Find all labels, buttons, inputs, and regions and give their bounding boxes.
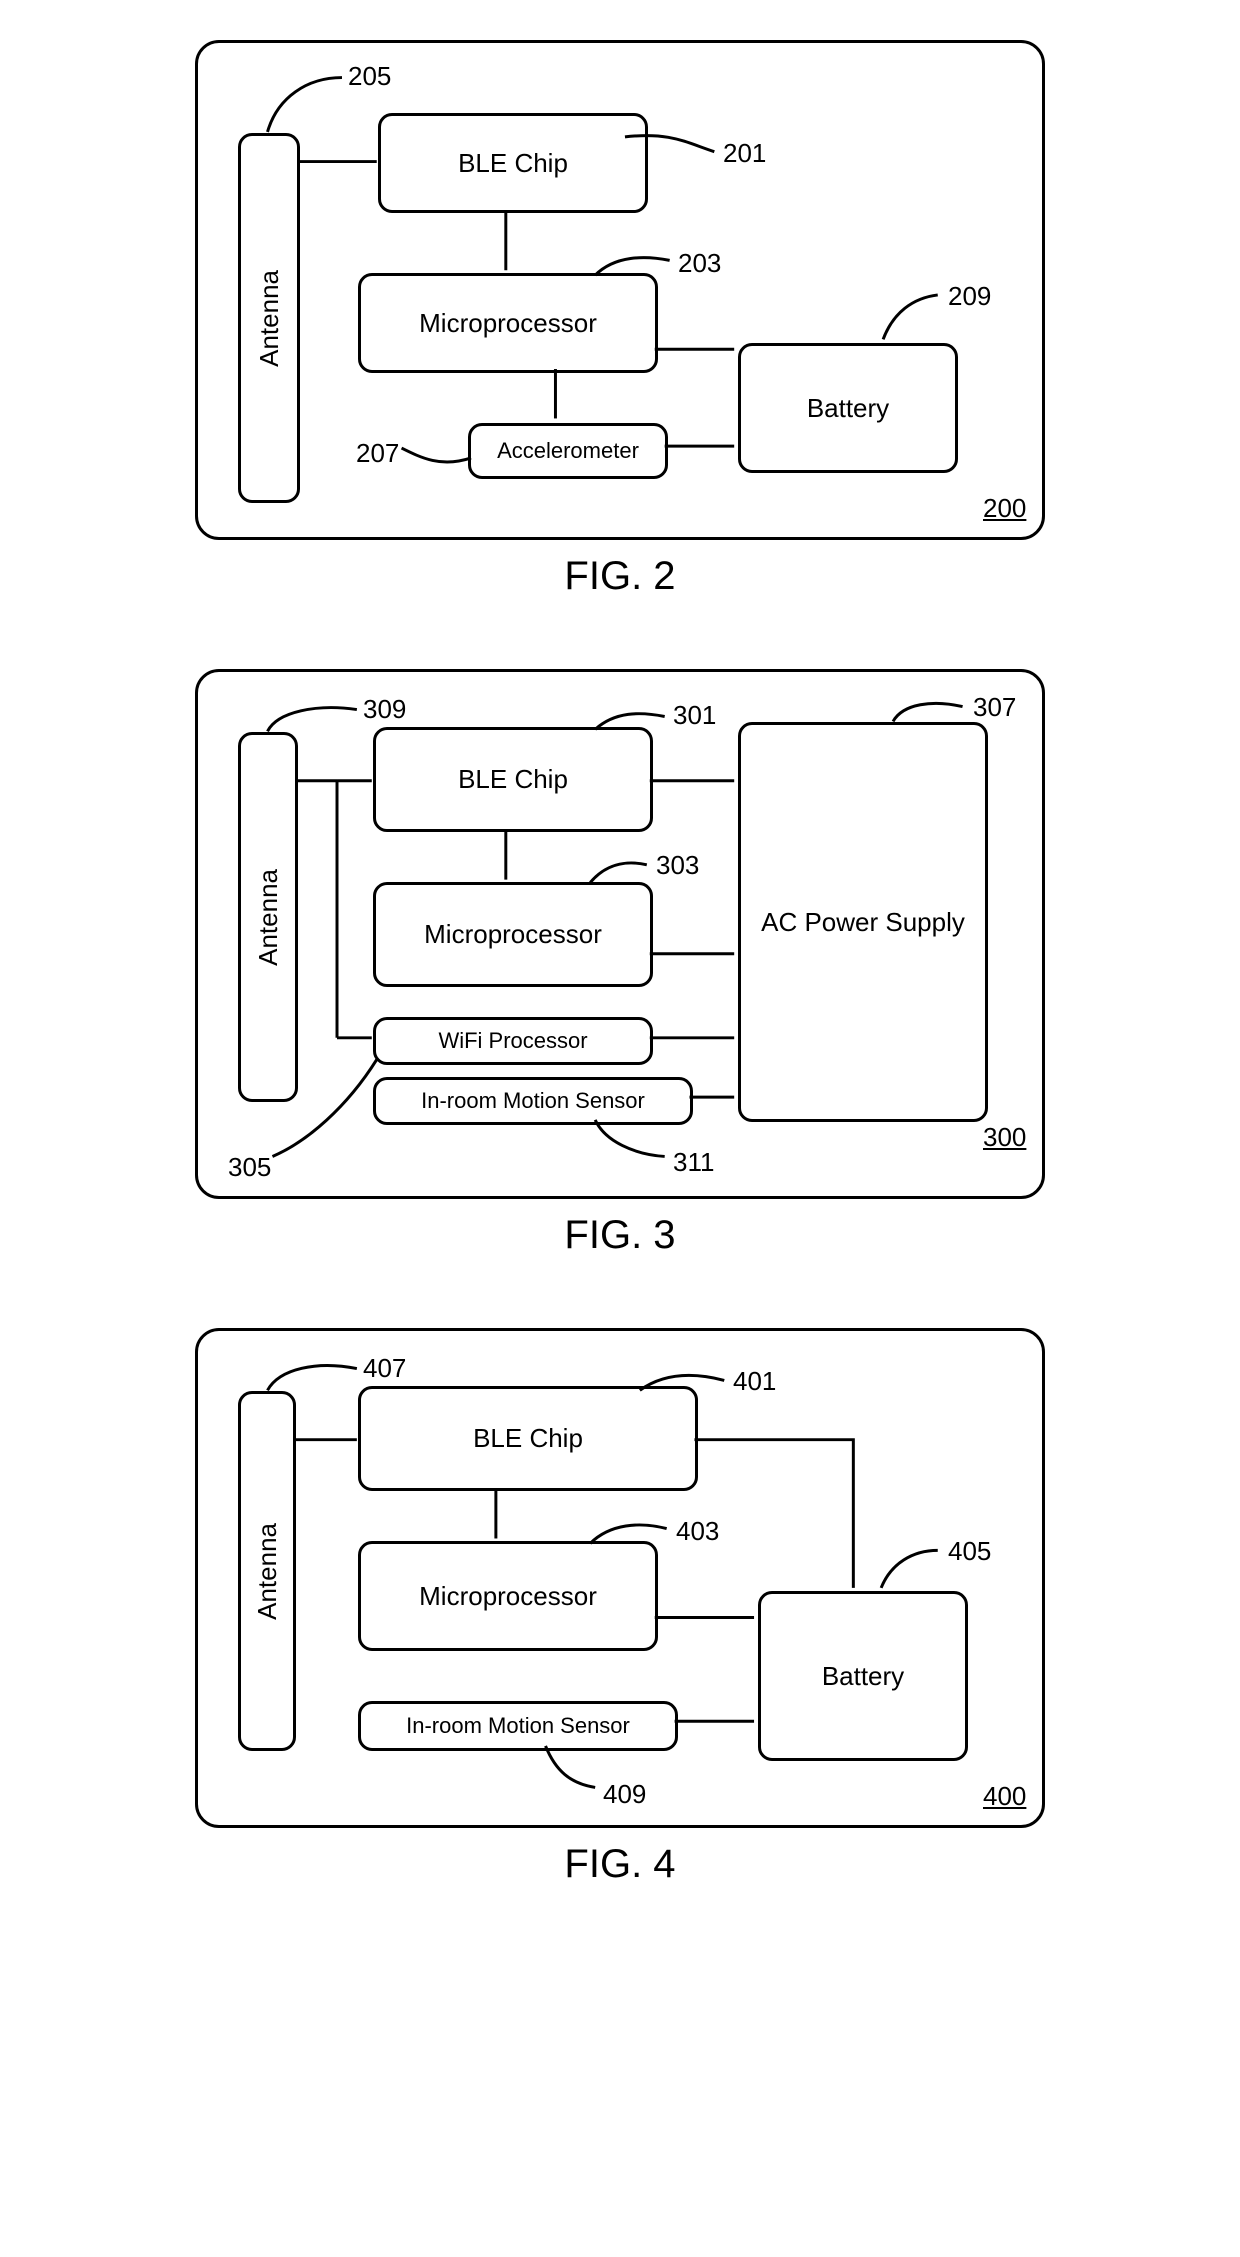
ref-311: 311 bbox=[673, 1147, 714, 1178]
accel-label: Accelerometer bbox=[497, 438, 639, 464]
ref-401: 401 bbox=[733, 1366, 776, 1397]
fig3-panel: Antenna BLE Chip Microprocessor WiFi Pro… bbox=[195, 669, 1045, 1199]
ref-409: 409 bbox=[603, 1779, 646, 1810]
ble-box: BLE Chip bbox=[378, 113, 648, 213]
motion-box: In-room Motion Sensor bbox=[373, 1077, 693, 1125]
accel-box: Accelerometer bbox=[468, 423, 668, 479]
ref-300: 300 bbox=[983, 1122, 1026, 1153]
ref-201: 201 bbox=[723, 138, 766, 169]
ref-203: 203 bbox=[678, 248, 721, 279]
fig2-panel: Antenna BLE Chip Microprocessor Accelero… bbox=[195, 40, 1045, 540]
micro-label: Microprocessor bbox=[419, 308, 597, 339]
wifi-box: WiFi Processor bbox=[373, 1017, 653, 1065]
ref-207: 207 bbox=[356, 438, 399, 469]
ref-301: 301 bbox=[673, 700, 716, 731]
motion-label: In-room Motion Sensor bbox=[421, 1088, 645, 1114]
antenna-box: Antenna bbox=[238, 133, 300, 503]
micro-label: Microprocessor bbox=[419, 1581, 597, 1612]
micro-label: Microprocessor bbox=[424, 919, 602, 950]
ref-205: 205 bbox=[348, 61, 391, 92]
ref-407: 407 bbox=[363, 1353, 406, 1384]
battery-box: Battery bbox=[738, 343, 958, 473]
antenna-label: Antenna bbox=[253, 869, 284, 966]
figure-4: Antenna BLE Chip Microprocessor In-room … bbox=[60, 1328, 1180, 1887]
ref-305: 305 bbox=[228, 1152, 271, 1183]
micro-box: Microprocessor bbox=[358, 273, 658, 373]
ref-405: 405 bbox=[948, 1536, 991, 1567]
battery-box: Battery bbox=[758, 1591, 968, 1761]
ref-200: 200 bbox=[983, 493, 1026, 524]
micro-box: Microprocessor bbox=[358, 1541, 658, 1651]
ble-box: BLE Chip bbox=[373, 727, 653, 832]
figure-3: Antenna BLE Chip Microprocessor WiFi Pro… bbox=[60, 669, 1180, 1258]
power-label: AC Power Supply bbox=[761, 907, 965, 938]
antenna-label: Antenna bbox=[254, 270, 285, 367]
fig2-caption: FIG. 2 bbox=[60, 554, 1180, 599]
ref-303: 303 bbox=[656, 850, 699, 881]
power-box: AC Power Supply bbox=[738, 722, 988, 1122]
antenna-label: Antenna bbox=[252, 1523, 283, 1620]
ref-307: 307 bbox=[973, 692, 1016, 723]
ref-309: 309 bbox=[363, 694, 406, 725]
battery-label: Battery bbox=[822, 1661, 904, 1692]
micro-box: Microprocessor bbox=[373, 882, 653, 987]
wifi-label: WiFi Processor bbox=[438, 1028, 587, 1054]
ble-label: BLE Chip bbox=[458, 148, 568, 179]
fig3-caption: FIG. 3 bbox=[60, 1213, 1180, 1258]
motion-label: In-room Motion Sensor bbox=[406, 1713, 630, 1739]
figure-2: Antenna BLE Chip Microprocessor Accelero… bbox=[60, 40, 1180, 599]
fig4-panel: Antenna BLE Chip Microprocessor In-room … bbox=[195, 1328, 1045, 1828]
ref-403: 403 bbox=[676, 1516, 719, 1547]
antenna-box: Antenna bbox=[238, 732, 298, 1102]
ref-400: 400 bbox=[983, 1781, 1026, 1812]
motion-box: In-room Motion Sensor bbox=[358, 1701, 678, 1751]
ble-box: BLE Chip bbox=[358, 1386, 698, 1491]
antenna-box: Antenna bbox=[238, 1391, 296, 1751]
fig4-caption: FIG. 4 bbox=[60, 1842, 1180, 1887]
ref-209: 209 bbox=[948, 281, 991, 312]
battery-label: Battery bbox=[807, 393, 889, 424]
ble-label: BLE Chip bbox=[473, 1423, 583, 1454]
ble-label: BLE Chip bbox=[458, 764, 568, 795]
